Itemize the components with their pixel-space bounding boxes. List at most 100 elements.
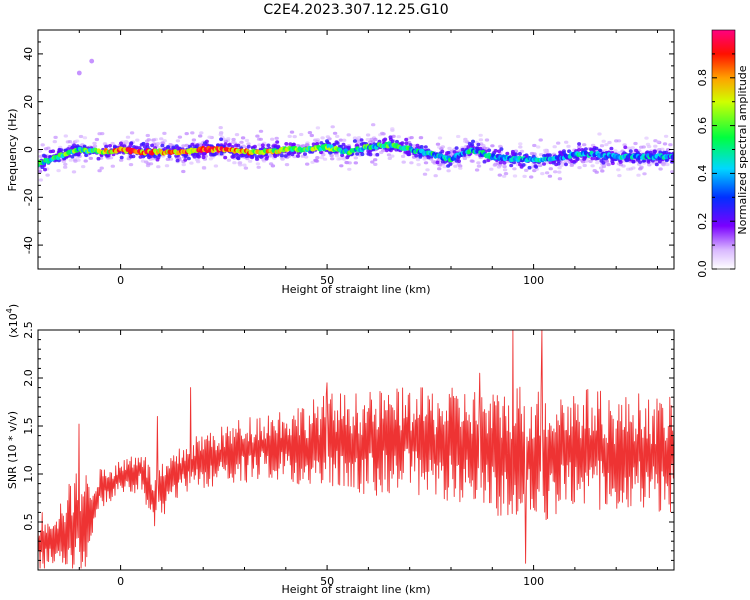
spectrogram-cell [38, 149, 43, 153]
spectrogram-cell [122, 144, 127, 148]
spectrogram-cell [613, 149, 618, 153]
snr-multiplier-close: ) [7, 304, 20, 308]
spectrogram-cell [162, 131, 167, 135]
spectrogram-cell [315, 156, 320, 160]
spectrogram-cell [438, 163, 443, 167]
spectrogram-cell [119, 155, 124, 160]
spectrogram-cell [45, 173, 50, 177]
spectrogram-cell [148, 162, 154, 166]
snr-ticks: 0 50 100 0.5 1.0 1.5 2.0 2.5 [22, 321, 674, 588]
spectrogram-cell [527, 165, 532, 170]
spectrogram-cell [186, 156, 191, 161]
spectrogram-cell [260, 143, 265, 147]
spectrogram-cell [396, 135, 401, 139]
spectrogram-cell [497, 149, 502, 154]
spectrogram-cell [532, 143, 537, 148]
spectrogram-cell [498, 160, 503, 165]
spectrogram-outlier [89, 58, 95, 64]
spectrogram-cell [360, 152, 365, 157]
spectrogram-cell [458, 166, 463, 170]
spectrogram-cell [352, 139, 357, 143]
spectrogram-cell [431, 160, 436, 164]
spectrogram-cell [365, 133, 371, 137]
spectrogram-cell [401, 160, 406, 164]
spectrogram-cell [135, 138, 140, 142]
spectrogram-cell [146, 138, 151, 142]
spectrogram-cell [338, 157, 343, 161]
spectrogram-cell [453, 164, 458, 168]
spectrogram-cell [311, 142, 316, 146]
spectrogram-cell [521, 163, 526, 167]
spectrogram-cell [255, 157, 259, 161]
snr-multiplier-exponent: 4 [5, 308, 14, 313]
spectrogram-cell [540, 172, 545, 176]
spectrogram-cell [353, 161, 358, 165]
spectrogram-cell [610, 159, 615, 163]
spectrogram-cell [538, 138, 543, 142]
spectrogram-cell [234, 143, 239, 148]
spectrogram-cell [380, 131, 385, 135]
spectrogram-cell [247, 159, 253, 163]
spectrogram-y-tick-label: -40 [22, 236, 35, 254]
spectrogram-cell [503, 172, 509, 176]
spectrogram-cell [257, 143, 262, 147]
svg-text:(x104): (x104) [5, 304, 20, 338]
spectrogram-cell [505, 151, 510, 156]
spectrogram-cell [232, 161, 237, 165]
spectrogram-cell [492, 163, 498, 167]
snr-x-tick-label: 50 [320, 575, 334, 588]
spectrogram-cell [104, 144, 109, 149]
spectrogram-cell [628, 149, 633, 153]
spectrogram-cell [175, 139, 181, 143]
spectrogram-cell [553, 170, 558, 174]
spectrogram-cell [160, 141, 165, 145]
spectrogram-cell [145, 133, 150, 138]
spectrogram-cell [276, 144, 281, 149]
spectrogram-cell [476, 161, 481, 165]
spectrogram-cell [433, 174, 438, 178]
spectrogram-cell [43, 154, 48, 159]
spectrogram-cell [618, 163, 623, 167]
spectrogram-cell [128, 163, 134, 167]
spectrogram-cell [454, 146, 459, 150]
spectrogram-cell [315, 126, 321, 130]
spectrogram-cell [382, 138, 386, 143]
colorbar-tick-label: 0.4 [696, 165, 709, 183]
spectrogram-cell [128, 144, 133, 148]
spectrogram-cell [140, 159, 146, 163]
spectrogram-cell [564, 140, 569, 144]
spectrogram-cell [490, 144, 495, 148]
spectrogram-cell [231, 137, 236, 142]
spectrogram-cell [183, 158, 188, 162]
spectrogram-cell [181, 163, 186, 167]
spectrogram-cell [212, 152, 217, 157]
spectrogram-cell [43, 167, 47, 172]
spectrogram-cell [657, 159, 662, 164]
spectrogram-cell [207, 135, 212, 139]
spectrogram-cell [447, 146, 452, 150]
snr-x-axis-label: Height of straight line (km) [281, 583, 430, 596]
spectrogram-x-tick-label: 0 [117, 274, 124, 287]
spectrogram-cell [566, 144, 571, 148]
spectrogram-cell [246, 142, 251, 146]
spectrogram-cell [330, 157, 335, 161]
spectrogram-cell [40, 143, 45, 147]
spectrogram-cell [623, 145, 628, 150]
spectrogram-cell [62, 165, 68, 169]
spectrogram-cell [250, 155, 254, 160]
spectrogram-cell [597, 132, 602, 136]
spectrogram-cell [344, 161, 350, 165]
spectrogram-cell [129, 154, 133, 159]
spectrogram-cell [577, 145, 582, 149]
spectrogram-cell [580, 148, 585, 152]
spectrogram-cell [284, 163, 290, 167]
spectrogram-cell [390, 127, 395, 131]
snr-y-tick-label: 1.0 [22, 465, 35, 483]
spectrogram-cell [517, 152, 522, 156]
spectrogram-cell [478, 138, 484, 142]
spectrogram-cell [588, 159, 593, 163]
spectrogram-cell [314, 159, 319, 163]
spectrogram-cell [330, 125, 335, 129]
spectrogram-cell [661, 163, 666, 167]
spectrogram-cell [46, 146, 51, 150]
